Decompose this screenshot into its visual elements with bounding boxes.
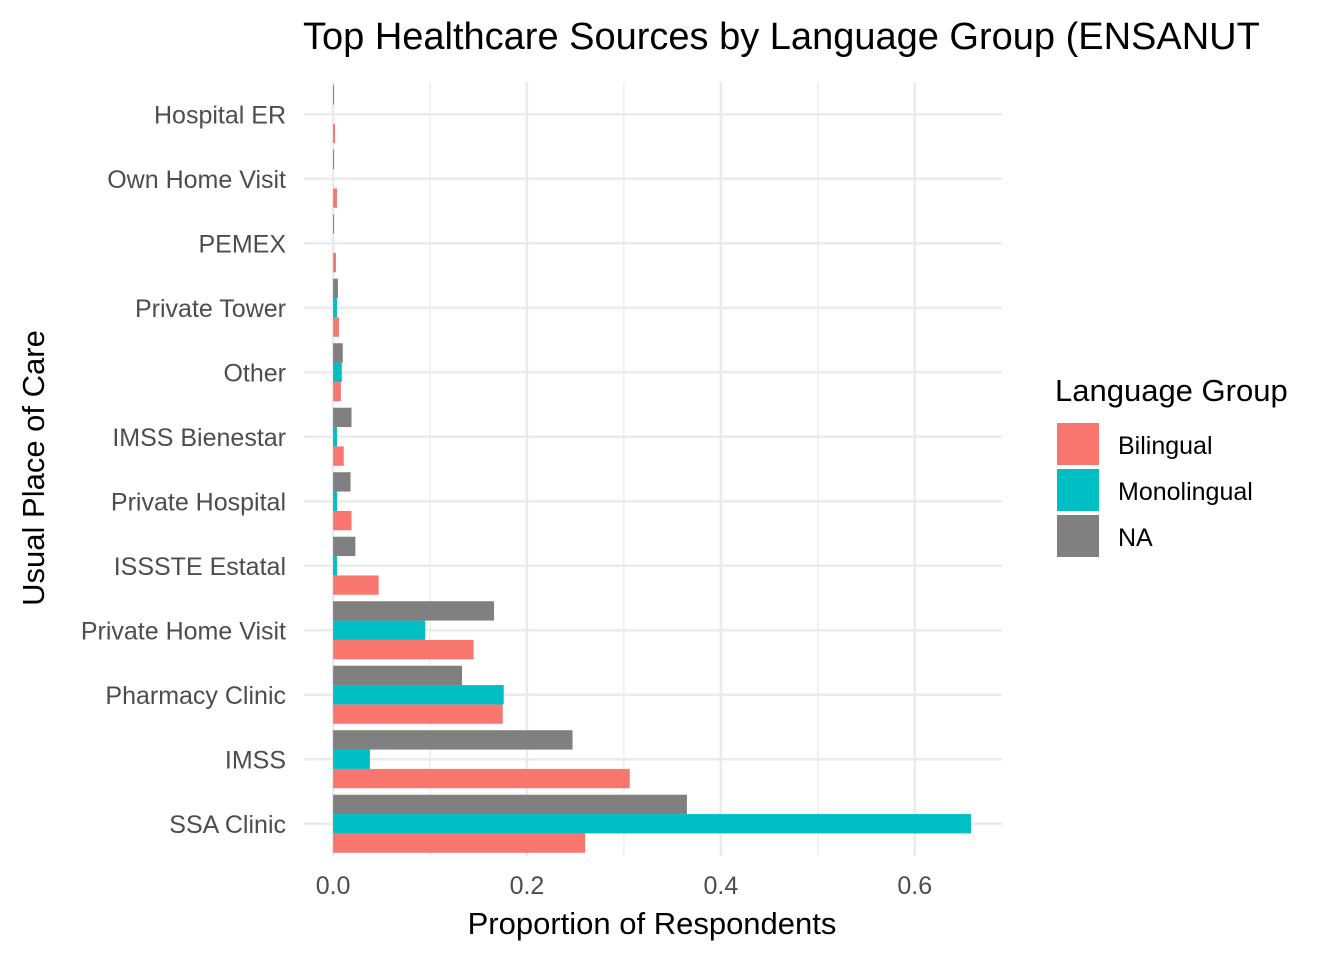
bar-na-imss-bienestar [333, 407, 352, 428]
bar-bilingual-hospital-er [333, 123, 336, 144]
y-tick-label: Private Home Visit [81, 617, 286, 645]
y-tick-label: IMSS [225, 746, 286, 774]
bar-monolingual-other [333, 362, 342, 382]
chart-title: Top Healthcare Sources by Language Group… [303, 16, 1260, 58]
y-tick-labels: Hospital ER Own Home Visit PEMEX Private To… [81, 101, 286, 839]
legend: Language Group Bilingual Monolingual NA [1055, 373, 1288, 557]
y-tick-label: PEMEX [198, 230, 286, 258]
bar-bilingual-private-hospital [333, 510, 352, 531]
bar-bilingual-pemex [333, 252, 336, 273]
bar-na-private-hospital [333, 472, 351, 492]
bar-monolingual-ssa-clinic [333, 814, 971, 834]
bar-bilingual-imss-bienestar [333, 446, 344, 466]
legend-swatch-monolingual [1057, 469, 1099, 511]
y-tick-label: SSA Clinic [169, 811, 286, 839]
y-axis-title: Usual Place of Care [16, 330, 51, 606]
grid [304, 82, 1002, 856]
bar-bilingual-other [333, 381, 341, 402]
bar-monolingual-private-hospital [333, 491, 337, 511]
y-tick-label: Hospital ER [154, 101, 286, 129]
bar-na-other [333, 343, 343, 363]
y-tick-label: Pharmacy Clinic [105, 682, 286, 710]
legend-title: Language Group [1055, 373, 1288, 408]
bar-na-pemex [333, 214, 335, 234]
bar-bilingual-pharmacy-clinic [333, 704, 503, 724]
bar-monolingual-issste-estatal [333, 556, 337, 576]
bar-bilingual-ssa-clinic [333, 833, 586, 853]
y-tick-label: IMSS Bienestar [112, 424, 286, 452]
bar-na-private-home-visit [333, 601, 495, 621]
legend-label-na: NA [1118, 524, 1153, 552]
y-tick-label: Private Tower [135, 295, 286, 323]
bar-na-own-home-visit [333, 149, 335, 170]
legend-swatch-na [1057, 515, 1099, 557]
bar-bilingual-private-tower [333, 317, 339, 337]
bar-na-hospital-er [333, 85, 335, 105]
y-tick-label: Private Hospital [111, 488, 286, 516]
legend-label-monolingual: Monolingual [1118, 478, 1253, 506]
x-tick-labels: 0.0 0.2 0.4 0.6 [316, 872, 932, 900]
bars [333, 85, 971, 853]
bar-monolingual-imss [333, 749, 370, 769]
legend-swatch-bilingual [1057, 423, 1099, 465]
bar-bilingual-imss [333, 768, 630, 789]
x-tick-label: 0.2 [510, 872, 545, 900]
bar-na-ssa-clinic [333, 794, 687, 815]
bar-na-imss [333, 730, 573, 750]
bar-monolingual-imss-bienestar [333, 427, 337, 447]
legend-label-bilingual: Bilingual [1118, 432, 1213, 460]
y-tick-label: ISSSTE Estatal [114, 553, 286, 581]
y-tick-label: Other [223, 359, 286, 387]
x-tick-label: 0.6 [897, 872, 932, 900]
bar-bilingual-private-home-visit [333, 639, 474, 660]
bar-na-pharmacy-clinic [333, 665, 463, 686]
bar-na-private-tower [333, 278, 338, 299]
x-tick-label: 0.0 [316, 872, 351, 900]
y-tick-label: Own Home Visit [107, 166, 286, 194]
bar-bilingual-issste-estatal [333, 575, 379, 595]
x-axis-title: Proportion of Respondents [468, 906, 837, 941]
bar-monolingual-private-home-visit [333, 620, 426, 640]
x-tick-label: 0.4 [703, 872, 738, 900]
bar-bilingual-own-home-visit [333, 188, 337, 208]
bar-monolingual-private-tower [333, 298, 337, 318]
bar-na-issste-estatal [333, 536, 356, 557]
bar-monolingual-pharmacy-clinic [333, 685, 504, 705]
